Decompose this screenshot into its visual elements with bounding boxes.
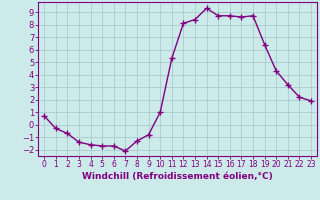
- X-axis label: Windchill (Refroidissement éolien,°C): Windchill (Refroidissement éolien,°C): [82, 172, 273, 181]
